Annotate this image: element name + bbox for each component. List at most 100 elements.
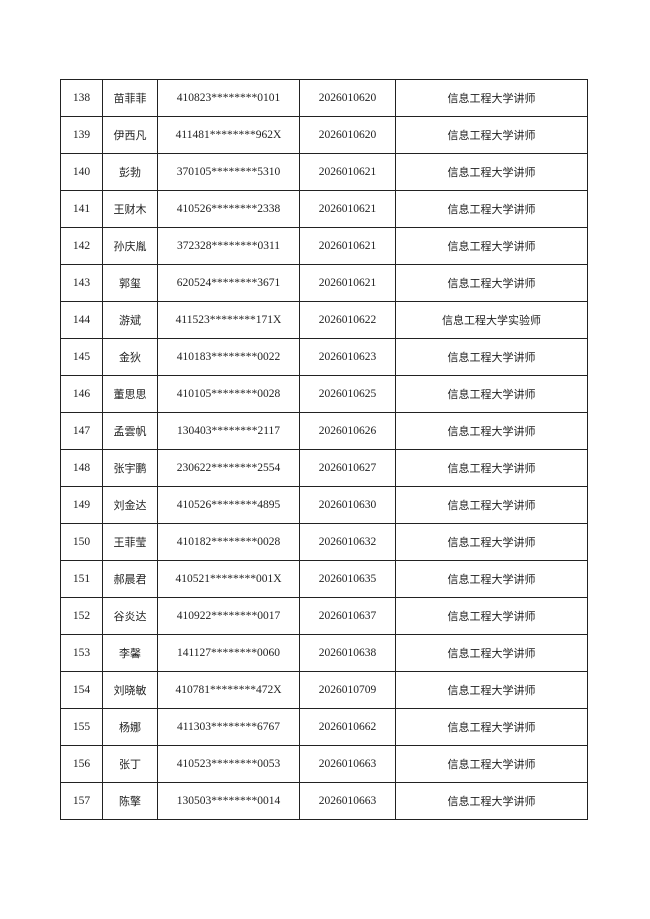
candidate-name-cell: 杨娜 xyxy=(102,708,158,746)
exam-number-cell: 2026010663 xyxy=(299,782,396,820)
row-number-cell: 151 xyxy=(60,560,103,598)
id-number-cell: 370105********5310 xyxy=(157,153,300,191)
position-cell: 信息工程大学讲师 xyxy=(395,782,588,820)
row-number-cell: 139 xyxy=(60,116,103,154)
exam-number-cell: 2026010663 xyxy=(299,745,396,783)
table-row: 150 王菲莹 410182********0028 2026010632 信息工程大学… xyxy=(60,523,588,561)
position-cell: 信息工程大学讲师 xyxy=(395,264,588,302)
id-number-cell: 410823********0101 xyxy=(157,79,300,117)
exam-number-cell: 2026010620 xyxy=(299,116,396,154)
id-number-cell: 410523********0053 xyxy=(157,745,300,783)
exam-number-cell: 2026010623 xyxy=(299,338,396,376)
candidate-name-cell: 张丁 xyxy=(102,745,158,783)
id-number-cell: 130503********0014 xyxy=(157,782,300,820)
position-cell: 信息工程大学讲师 xyxy=(395,745,588,783)
exam-number-cell: 2026010709 xyxy=(299,671,396,709)
exam-number-cell: 2026010620 xyxy=(299,79,396,117)
table-row: 151 郝晨君 410521********001X 2026010635 信息工程大学… xyxy=(60,560,588,598)
exam-number-cell: 2026010635 xyxy=(299,560,396,598)
table-row: 148 张宇鹏 230622********2554 2026010627 信息工程大学… xyxy=(60,449,588,487)
row-number-cell: 141 xyxy=(60,190,103,228)
table-row: 156 张丁 410523********0053 2026010663 信息工程大学讲… xyxy=(60,745,588,783)
id-number-cell: 372328********0311 xyxy=(157,227,300,265)
row-number-cell: 156 xyxy=(60,745,103,783)
table-row: 145 金狄 410183********0022 2026010623 信息工程大学讲… xyxy=(60,338,588,376)
candidate-name-cell: 苗菲菲 xyxy=(102,79,158,117)
row-number-cell: 148 xyxy=(60,449,103,487)
table-row: 146 董思思 410105********0028 2026010625 信息工程大学… xyxy=(60,375,588,413)
exam-number-cell: 2026010627 xyxy=(299,449,396,487)
table-row: 139 伊西凡 411481********962X 2026010620 信息工程大学… xyxy=(60,116,588,154)
id-number-cell: 410521********001X xyxy=(157,560,300,598)
candidate-name-cell: 郝晨君 xyxy=(102,560,158,598)
position-cell: 信息工程大学讲师 xyxy=(395,116,588,154)
id-number-cell: 411481********962X xyxy=(157,116,300,154)
position-cell: 信息工程大学讲师 xyxy=(395,449,588,487)
exam-number-cell: 2026010621 xyxy=(299,190,396,228)
exam-number-cell: 2026010638 xyxy=(299,634,396,672)
position-cell: 信息工程大学讲师 xyxy=(395,79,588,117)
position-cell: 信息工程大学讲师 xyxy=(395,153,588,191)
table-row: 143 郭玺 620524********3671 2026010621 信息工程大学讲… xyxy=(60,264,588,302)
position-cell: 信息工程大学讲师 xyxy=(395,486,588,524)
candidate-name-cell: 郭玺 xyxy=(102,264,158,302)
id-number-cell: 130403********2117 xyxy=(157,412,300,450)
table-row: 142 孙庆胤 372328********0311 2026010621 信息工程大学… xyxy=(60,227,588,265)
position-cell: 信息工程大学讲师 xyxy=(395,375,588,413)
position-cell: 信息工程大学讲师 xyxy=(395,560,588,598)
row-number-cell: 154 xyxy=(60,671,103,709)
table-row: 152 谷炎达 410922********0017 2026010637 信息工程大学… xyxy=(60,597,588,635)
candidate-name-cell: 李馨 xyxy=(102,634,158,672)
position-cell: 信息工程大学讲师 xyxy=(395,634,588,672)
row-number-cell: 143 xyxy=(60,264,103,302)
position-cell: 信息工程大学讲师 xyxy=(395,227,588,265)
row-number-cell: 147 xyxy=(60,412,103,450)
candidate-name-cell: 刘晓敏 xyxy=(102,671,158,709)
candidate-name-cell: 谷炎达 xyxy=(102,597,158,635)
position-cell: 信息工程大学讲师 xyxy=(395,708,588,746)
row-number-cell: 145 xyxy=(60,338,103,376)
candidate-table: 138 苗菲菲 410823********0101 2026010620 信息工程大学… xyxy=(60,79,588,820)
candidate-name-cell: 王菲莹 xyxy=(102,523,158,561)
table-row: 141 王财木 410526********2338 2026010621 信息工程大学… xyxy=(60,190,588,228)
position-cell: 信息工程大学讲师 xyxy=(395,338,588,376)
id-number-cell: 411523********171X xyxy=(157,301,300,339)
id-number-cell: 620524********3671 xyxy=(157,264,300,302)
row-number-cell: 144 xyxy=(60,301,103,339)
row-number-cell: 138 xyxy=(60,79,103,117)
row-number-cell: 153 xyxy=(60,634,103,672)
candidate-name-cell: 张宇鹏 xyxy=(102,449,158,487)
id-number-cell: 141127********0060 xyxy=(157,634,300,672)
candidate-name-cell: 王财木 xyxy=(102,190,158,228)
table-row: 138 苗菲菲 410823********0101 2026010620 信息工程大学… xyxy=(60,79,588,117)
exam-number-cell: 2026010622 xyxy=(299,301,396,339)
table-row: 153 李馨 141127********0060 2026010638 信息工程大学讲… xyxy=(60,634,588,672)
row-number-cell: 146 xyxy=(60,375,103,413)
candidate-name-cell: 金狄 xyxy=(102,338,158,376)
id-number-cell: 410781********472X xyxy=(157,671,300,709)
row-number-cell: 150 xyxy=(60,523,103,561)
exam-number-cell: 2026010621 xyxy=(299,153,396,191)
table-row: 147 孟雲帆 130403********2117 2026010626 信息工程大学… xyxy=(60,412,588,450)
position-cell: 信息工程大学讲师 xyxy=(395,523,588,561)
candidate-name-cell: 伊西凡 xyxy=(102,116,158,154)
table-row: 144 游斌 411523********171X 2026010622 信息工程大学实… xyxy=(60,301,588,339)
candidate-name-cell: 彭勃 xyxy=(102,153,158,191)
table-body: 138 苗菲菲 410823********0101 2026010620 信息工程大学… xyxy=(60,79,588,820)
exam-number-cell: 2026010626 xyxy=(299,412,396,450)
exam-number-cell: 2026010625 xyxy=(299,375,396,413)
id-number-cell: 410105********0028 xyxy=(157,375,300,413)
candidate-name-cell: 游斌 xyxy=(102,301,158,339)
candidate-name-cell: 董思思 xyxy=(102,375,158,413)
row-number-cell: 140 xyxy=(60,153,103,191)
row-number-cell: 152 xyxy=(60,597,103,635)
exam-number-cell: 2026010621 xyxy=(299,264,396,302)
id-number-cell: 410182********0028 xyxy=(157,523,300,561)
table-row: 140 彭勃 370105********5310 2026010621 信息工程大学讲… xyxy=(60,153,588,191)
position-cell: 信息工程大学讲师 xyxy=(395,597,588,635)
id-number-cell: 410922********0017 xyxy=(157,597,300,635)
position-cell: 信息工程大学讲师 xyxy=(395,190,588,228)
id-number-cell: 411303********6767 xyxy=(157,708,300,746)
id-number-cell: 230622********2554 xyxy=(157,449,300,487)
candidate-name-cell: 孙庆胤 xyxy=(102,227,158,265)
